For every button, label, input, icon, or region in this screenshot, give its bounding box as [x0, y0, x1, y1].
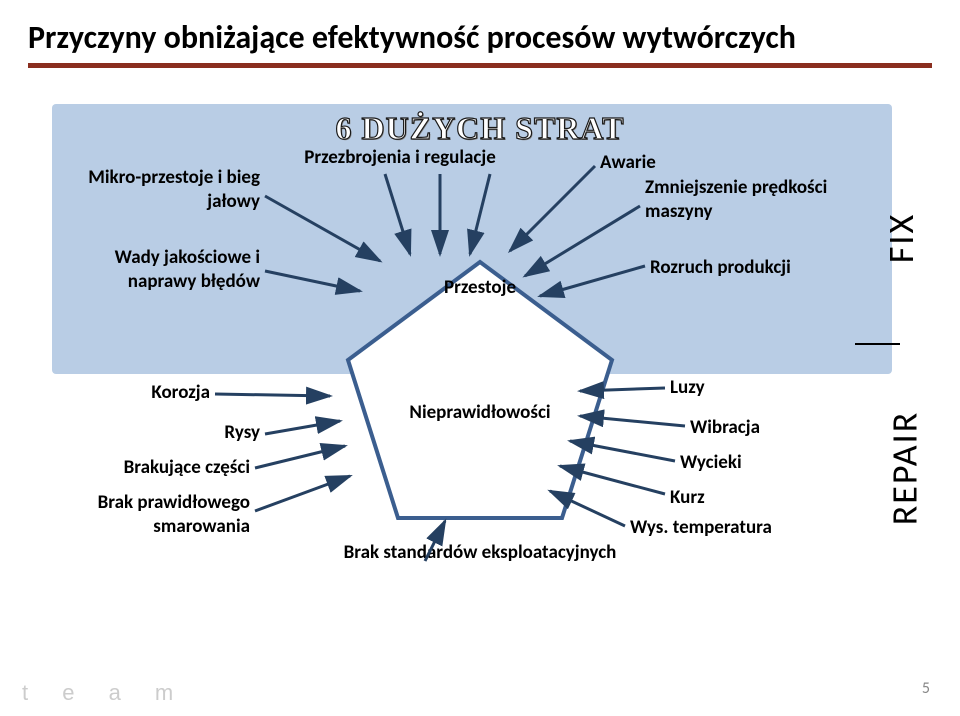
label-zmniejszenie: Zmniejszenie prędkości maszyny [645, 176, 845, 224]
label-rysy: Rysy [130, 421, 260, 445]
label-rozruch: Rozruch produkcji [650, 256, 791, 280]
label-kurz: Kurz [670, 486, 705, 510]
six-big-losses-title: 6 DUŻYCH STRAT [336, 110, 625, 147]
vertical-repair: REPAIR [883, 411, 927, 526]
title-bar: Przyczyny obniżające efektywność procesó… [0, 0, 960, 78]
page-title: Przyczyny obniżające efektywność procesó… [28, 18, 932, 57]
label-brakujace: Brakujące części [50, 456, 250, 480]
watermark: t e a m [22, 680, 187, 706]
label-temperatura: Wys. temperatura [630, 516, 772, 540]
label-wycieki: Wycieki [680, 451, 742, 475]
pentagon-label-top: Przestoje [444, 276, 516, 299]
pentagon-label-bottom: Brak standardów eksploatacyjnych [320, 541, 640, 564]
label-mikro-przestoje: Mikro-przestoje i bieg jałowy [60, 166, 260, 214]
diagram-canvas: 6 DUŻYCH STRAT Przestoje Nieprawidłowośc… [40, 96, 920, 656]
label-wady-jakosciowe: Wady jakościowe i naprawy błędów [60, 246, 260, 294]
label-wibracja: Wibracja [690, 416, 760, 440]
label-przezbrojenia: Przezbrojenia i regulacje [285, 146, 515, 170]
label-awarie: Awarie [600, 151, 656, 175]
page-number: 5 [922, 679, 930, 698]
label-luzy: Luzy [670, 376, 705, 400]
vertical-fix: FIX [879, 213, 923, 263]
pentagon-label-mid: Nieprawidłowości [409, 401, 550, 424]
label-korozja: Korozja [80, 381, 210, 405]
label-smarowanie: Brak prawidłowego smarowania [50, 491, 250, 539]
accent-line [28, 63, 932, 68]
